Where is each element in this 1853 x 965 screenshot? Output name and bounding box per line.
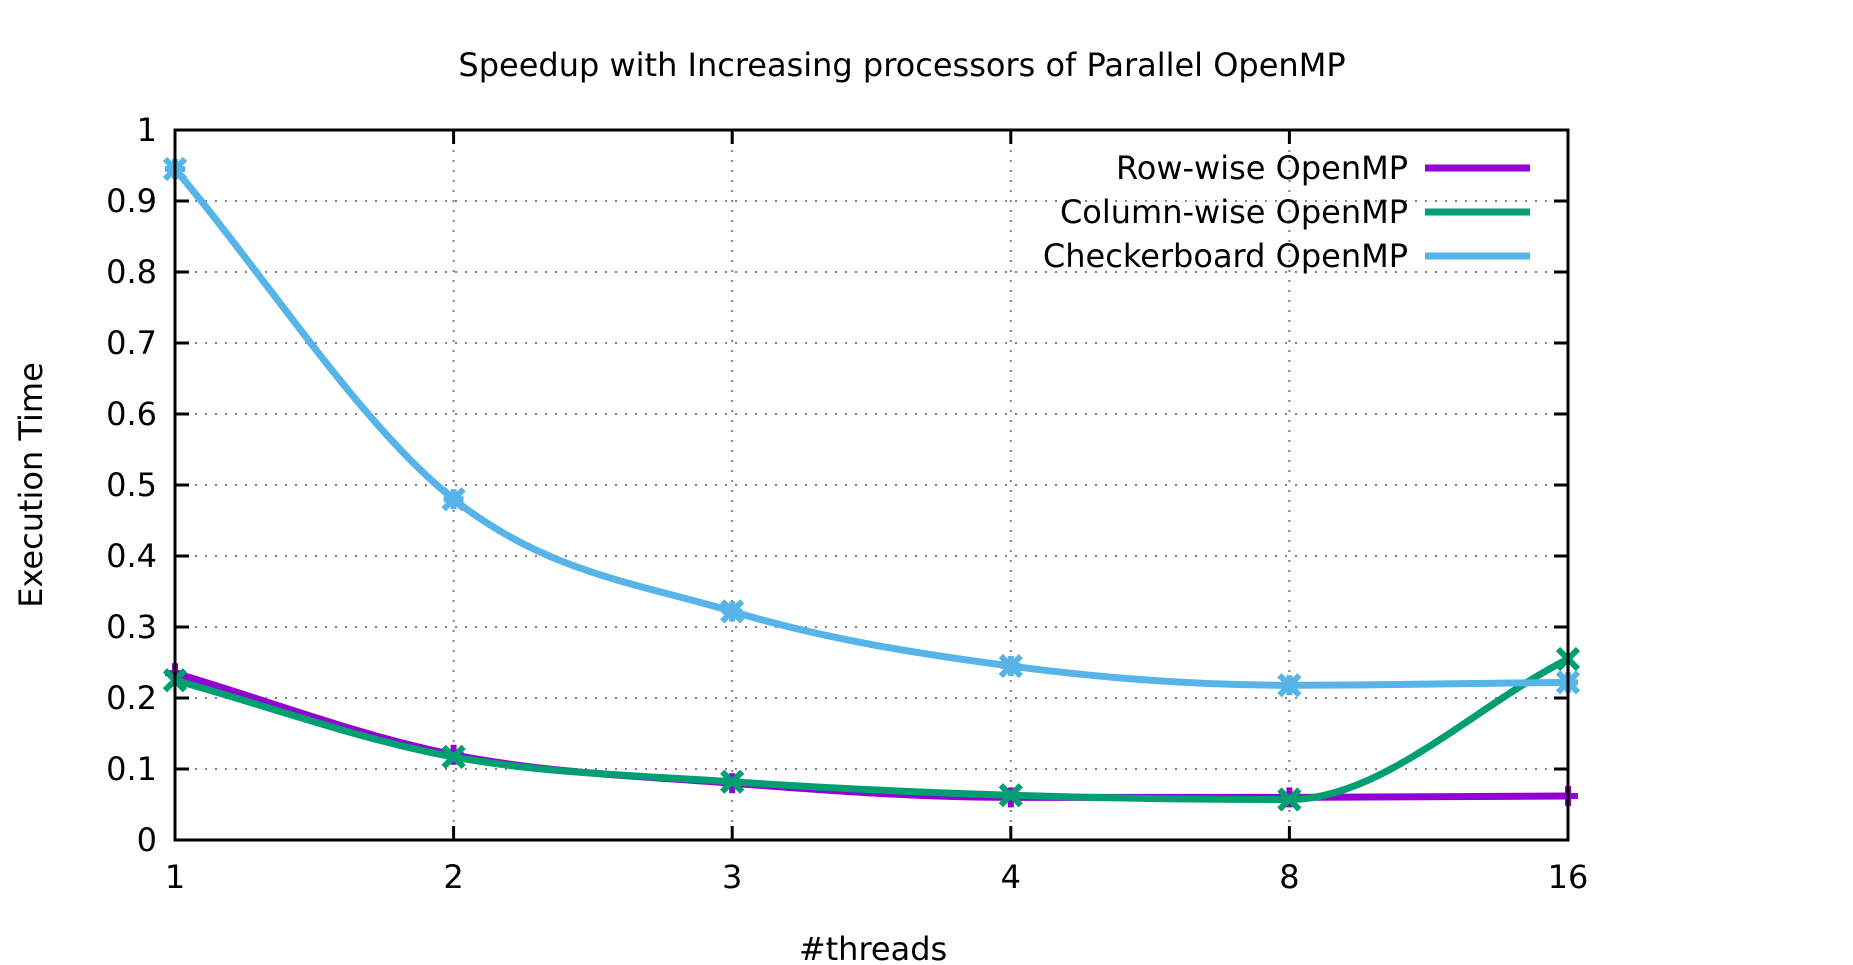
y-tick-label: 0.9: [106, 182, 157, 220]
point-column-wise-openmp: [720, 769, 745, 794]
y-tick-label: 0.4: [106, 537, 157, 575]
x-axis-label: #threads: [799, 930, 947, 965]
axis-ticks: 1 2 3 4 8 16 0 0.1 0.2 0.3 0.4 0.5 0.6 0.7 0.8 0.9 1: [106, 111, 1588, 896]
series-line-row-wise-openmp: [174, 669, 1569, 801]
point-column-wise-openmp: [1277, 787, 1302, 812]
legend-label: Row-wise OpenMP: [1116, 149, 1408, 187]
x-tick-label: 2: [443, 858, 463, 896]
point-column-wise-openmp: [441, 744, 466, 770]
point-checkerboard-openmp: [998, 653, 1023, 679]
x-tick-label: 8: [1279, 858, 1299, 896]
y-tick-label: 0.6: [106, 395, 157, 433]
series-layer: [162, 156, 1581, 812]
x-tick-label: 16: [1548, 858, 1589, 896]
y-tick-label: 0.1: [106, 750, 157, 788]
y-tick-label: 0.8: [106, 253, 157, 291]
x-tick-label: 4: [1001, 858, 1021, 896]
x-tick-label: 3: [722, 858, 742, 896]
series-line-checkerboard-openmp: [172, 166, 1569, 689]
legend: Row-wise OpenMP Column-wise OpenMP Checker…: [1043, 149, 1530, 275]
x-tick-label: 1: [165, 858, 185, 896]
point-column-wise-openmp: [998, 783, 1023, 808]
point-checkerboard-openmp: [1277, 673, 1302, 698]
point-checkerboard-openmp: [441, 487, 466, 512]
point-checkerboard-openmp: [720, 599, 745, 624]
grid: [175, 130, 1568, 840]
series-line-column-wise-openmp: [174, 655, 1570, 804]
y-tick-label: 0.2: [106, 679, 157, 717]
chart-title: Speedup with Increasing processors of Pa…: [458, 46, 1345, 84]
y-tick-label: 0: [137, 821, 157, 859]
y-tick-label: 1: [137, 111, 157, 149]
y-tick-label: 0.3: [106, 608, 157, 646]
y-axis-label: Execution Time: [12, 362, 50, 608]
legend-label: Checkerboard OpenMP: [1043, 237, 1408, 275]
y-tick-label: 0.7: [106, 324, 157, 362]
y-tick-label: 0.5: [106, 466, 157, 504]
legend-label: Column-wise OpenMP: [1060, 193, 1408, 231]
